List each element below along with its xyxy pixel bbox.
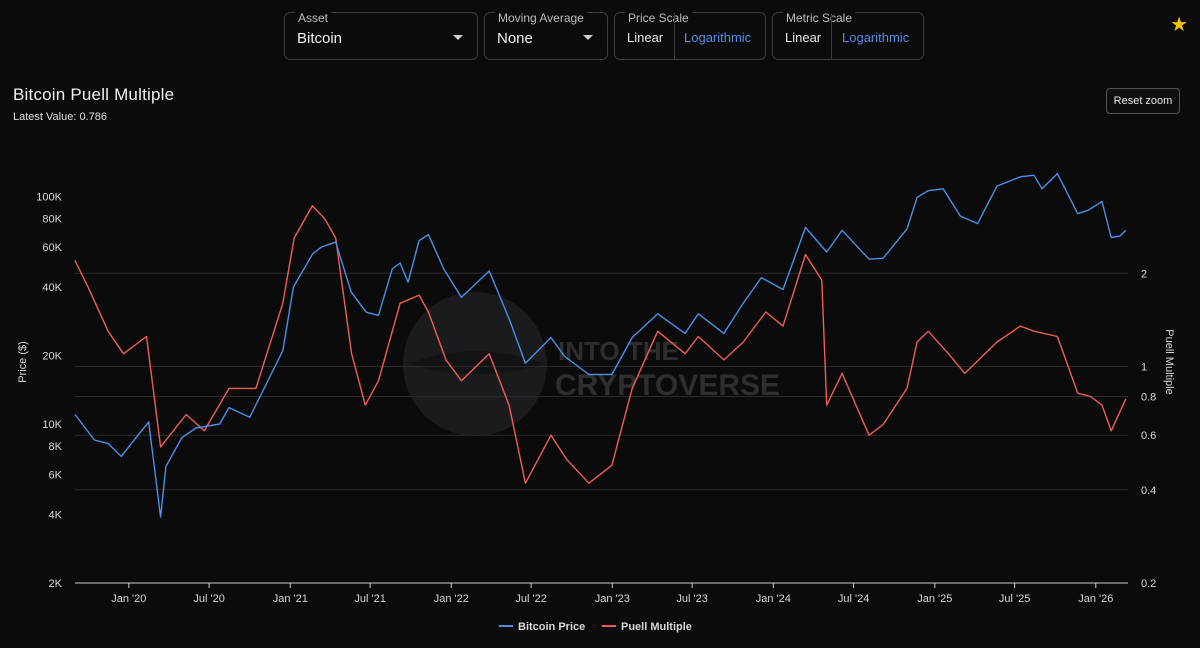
x-tick-label: Jul '23 <box>676 593 707 605</box>
divider <box>831 13 832 59</box>
price-scale-toggle: Price Scale Linear Logarithmic <box>614 12 766 60</box>
y-left-tick-label: 20K <box>42 350 62 362</box>
y-left-tick-label: 60K <box>42 242 62 254</box>
x-tick-label: Jan '26 <box>1078 593 1113 605</box>
x-tick-label: Jan '25 <box>917 593 952 605</box>
chart-title: Bitcoin Puell Multiple <box>13 85 175 104</box>
watermark-text-line1: INTO THE <box>558 336 679 366</box>
y-left-tick-label: 80K <box>42 213 62 225</box>
x-tick-label: Jul '25 <box>999 593 1030 605</box>
x-tick-label: Jan '21 <box>273 593 308 605</box>
metric-scale-toggle: Metric Scale Linear Logarithmic <box>772 12 924 60</box>
y-right-tick-label: 0.4 <box>1141 485 1156 497</box>
y-left-tick-label: 6K <box>49 469 63 481</box>
y-right-tick-label: 1 <box>1141 362 1147 374</box>
asset-select[interactable]: Asset Bitcoin <box>284 12 478 60</box>
x-tick-label: Jan '23 <box>595 593 630 605</box>
x-tick-label: Jan '22 <box>434 593 469 605</box>
x-tick-label: Jan '20 <box>111 593 146 605</box>
star-icon[interactable]: ★ <box>1170 14 1188 36</box>
y-left-tick-label: 8K <box>49 441 63 453</box>
latest-value: Latest Value: 0.786 <box>13 111 107 123</box>
y-right-tick-label: 2 <box>1141 268 1147 280</box>
x-tick-label: Jul '21 <box>354 593 385 605</box>
y-right-tick-label: 0.8 <box>1141 392 1156 404</box>
asset-label: Asset <box>295 12 332 24</box>
divider <box>674 13 675 59</box>
x-tick-label: Jan '24 <box>756 593 791 605</box>
puell-multiple-line <box>74 205 1127 484</box>
y-left-tick-label: 2K <box>49 578 63 590</box>
legend-bitcoin-price-label: Bitcoin Price <box>518 621 585 633</box>
asset-value: Bitcoin <box>297 30 343 47</box>
y-left-tick-label: 100K <box>36 191 62 203</box>
y-left-tick-label: 10K <box>42 419 62 431</box>
chevron-down-icon <box>453 35 463 40</box>
moving-average-label: Moving Average <box>495 12 587 24</box>
metric-scale-logarithmic-button[interactable]: Logarithmic <box>842 30 910 45</box>
x-tick-label: Jul '22 <box>515 593 546 605</box>
legend-puell-multiple-label: Puell Multiple <box>621 621 692 633</box>
watermark-logo-swoosh <box>408 351 545 374</box>
chevron-down-icon <box>583 35 593 40</box>
metric-scale-linear-button[interactable]: Linear <box>785 30 822 45</box>
y-right-tick-label: 0.2 <box>1141 578 1156 590</box>
y-left-axis-title: Price ($) <box>17 341 29 383</box>
reset-zoom-button[interactable]: Reset zoom <box>1106 88 1180 114</box>
moving-average-select[interactable]: Moving Average None <box>484 12 608 60</box>
y-left-tick-label: 4K <box>49 510 63 522</box>
bitcoin-price-line <box>74 172 1127 518</box>
x-tick-label: Jul '24 <box>838 593 869 605</box>
moving-average-value: None <box>497 30 533 47</box>
price-scale-logarithmic-button[interactable]: Logarithmic <box>684 30 752 45</box>
y-right-tick-label: 0.6 <box>1141 430 1156 442</box>
y-left-tick-label: 40K <box>42 282 62 294</box>
price-scale-label: Price Scale <box>625 12 692 24</box>
x-tick-label: Jul '20 <box>193 593 224 605</box>
price-scale-linear-button[interactable]: Linear <box>627 30 664 45</box>
y-right-axis-title: Puell Multiple <box>1163 329 1175 394</box>
metric-scale-label: Metric Scale <box>783 12 856 24</box>
